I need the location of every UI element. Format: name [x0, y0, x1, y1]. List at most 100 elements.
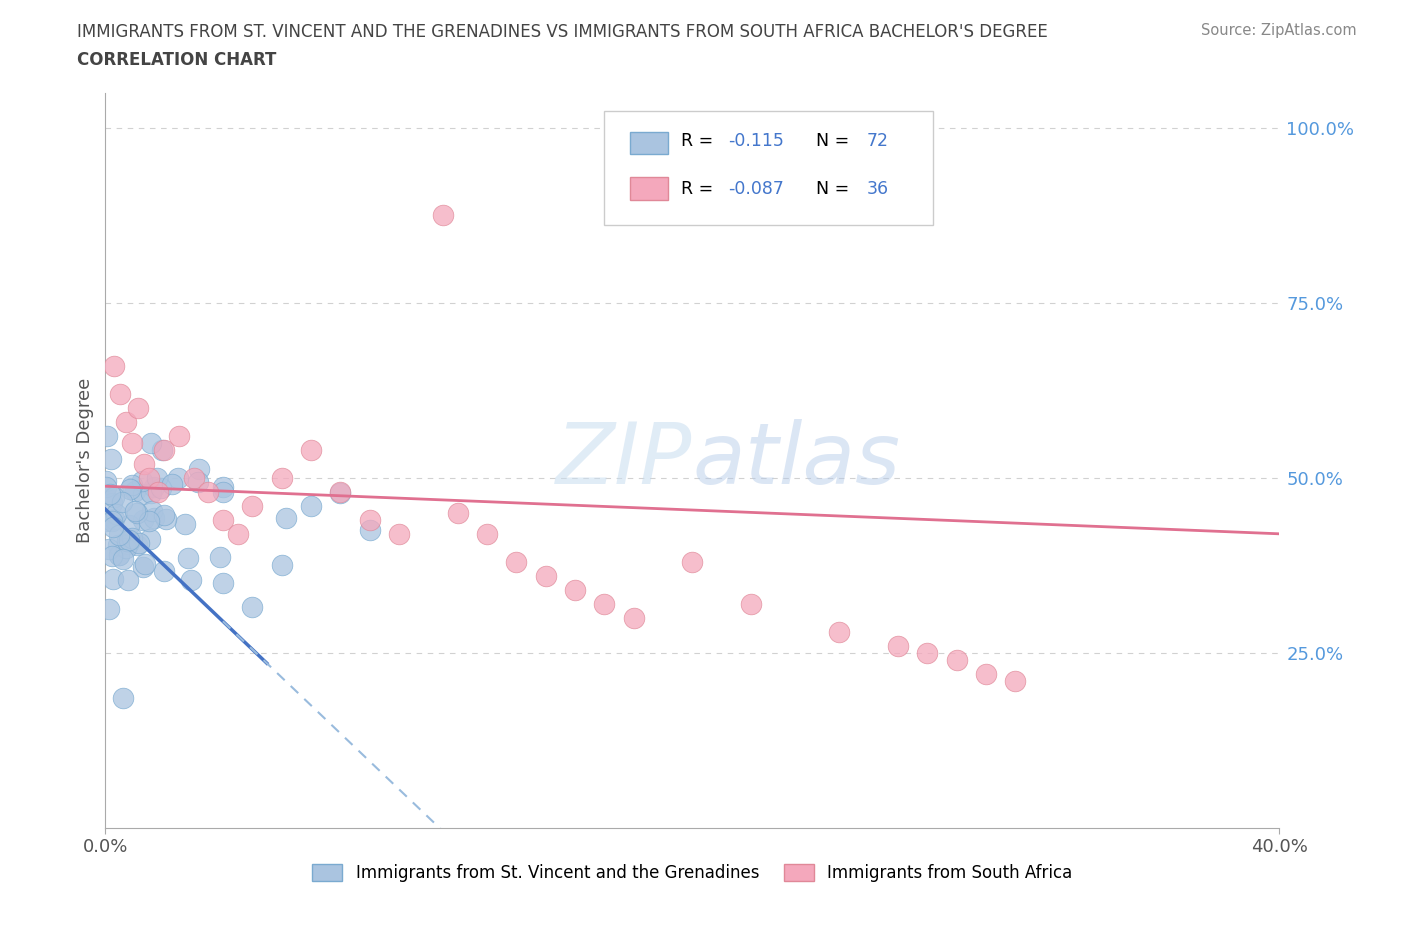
Point: [240, 599, 263, 614]
Point: [160, 476, 183, 491]
Point: [124, 484, 146, 498]
Point: [101, 548, 124, 563]
Point: [132, 559, 155, 574]
Point: [149, 481, 172, 496]
Text: Source: ZipAtlas.com: Source: ZipAtlas.com: [1201, 23, 1357, 38]
Point: [127, 401, 149, 416]
Point: [329, 485, 352, 500]
Point: [187, 474, 209, 489]
Point: [148, 485, 170, 499]
Point: [96, 480, 118, 495]
Point: [96, 429, 118, 444]
Point: [505, 554, 527, 569]
Point: [100, 452, 122, 467]
Text: atlas: atlas: [693, 418, 900, 502]
Point: [132, 512, 155, 527]
Point: [127, 538, 149, 552]
Point: [270, 557, 292, 572]
Point: [155, 512, 177, 526]
Point: [388, 526, 411, 541]
Point: [101, 572, 124, 587]
Point: [226, 526, 249, 541]
Text: N =: N =: [815, 179, 855, 197]
Point: [329, 485, 352, 499]
Point: [177, 551, 200, 565]
Legend: Immigrants from St. Vincent and the Grenadines, Immigrants from South Africa: Immigrants from St. Vincent and the Gren…: [305, 857, 1080, 889]
Point: [211, 512, 233, 527]
Y-axis label: Bachelor's Degree: Bachelor's Degree: [76, 378, 94, 543]
Text: 36: 36: [866, 179, 889, 197]
Point: [94, 513, 117, 528]
Point: [299, 443, 322, 458]
Point: [197, 485, 219, 499]
Point: [115, 540, 138, 555]
Point: [142, 480, 165, 495]
Text: ZIP: ZIP: [557, 418, 693, 502]
Point: [101, 513, 124, 528]
Point: [274, 511, 297, 525]
Point: [121, 477, 143, 492]
Text: -0.087: -0.087: [728, 179, 783, 197]
Point: [107, 538, 129, 552]
Text: R =: R =: [681, 132, 718, 150]
Point: [111, 495, 134, 510]
Point: [118, 517, 141, 532]
Point: [131, 474, 153, 489]
Point: [118, 482, 141, 497]
Point: [740, 596, 762, 611]
Point: [111, 551, 134, 566]
Point: [945, 652, 967, 667]
Point: [143, 511, 166, 525]
Point: [211, 576, 233, 591]
Point: [183, 471, 205, 485]
Point: [180, 573, 202, 588]
Point: [138, 513, 160, 528]
Point: [150, 442, 173, 457]
Point: [447, 505, 470, 520]
Text: N =: N =: [815, 132, 855, 150]
Point: [98, 541, 121, 556]
Point: [141, 504, 163, 519]
Point: [828, 624, 851, 639]
Point: [103, 512, 125, 526]
Point: [153, 443, 176, 458]
Point: [108, 548, 131, 563]
Point: [117, 573, 139, 588]
Point: [593, 596, 616, 611]
Point: [103, 490, 125, 505]
Point: [127, 505, 149, 520]
Point: [115, 415, 138, 430]
Text: -0.115: -0.115: [728, 132, 783, 150]
Point: [134, 557, 156, 572]
Point: [153, 564, 176, 578]
Point: [208, 550, 231, 565]
Point: [139, 485, 162, 500]
Point: [432, 208, 454, 223]
Point: [141, 435, 163, 450]
Point: [124, 504, 146, 519]
Text: CORRELATION CHART: CORRELATION CHART: [77, 51, 277, 69]
Point: [270, 471, 292, 485]
Point: [917, 645, 939, 660]
Point: [117, 537, 139, 551]
Point: [212, 479, 235, 494]
Point: [475, 526, 498, 541]
Point: [96, 473, 118, 488]
Point: [167, 429, 190, 444]
Point: [104, 507, 127, 522]
Point: [103, 358, 125, 373]
Point: [132, 486, 155, 501]
Point: [1004, 673, 1026, 688]
FancyBboxPatch shape: [630, 132, 668, 154]
FancyBboxPatch shape: [630, 178, 668, 200]
Point: [564, 582, 586, 597]
Point: [187, 461, 209, 476]
Point: [167, 471, 190, 485]
Point: [121, 531, 143, 546]
Point: [115, 534, 138, 549]
FancyBboxPatch shape: [605, 112, 934, 225]
Point: [146, 471, 169, 485]
Point: [359, 523, 381, 538]
Point: [128, 535, 150, 550]
Text: 72: 72: [866, 132, 889, 150]
